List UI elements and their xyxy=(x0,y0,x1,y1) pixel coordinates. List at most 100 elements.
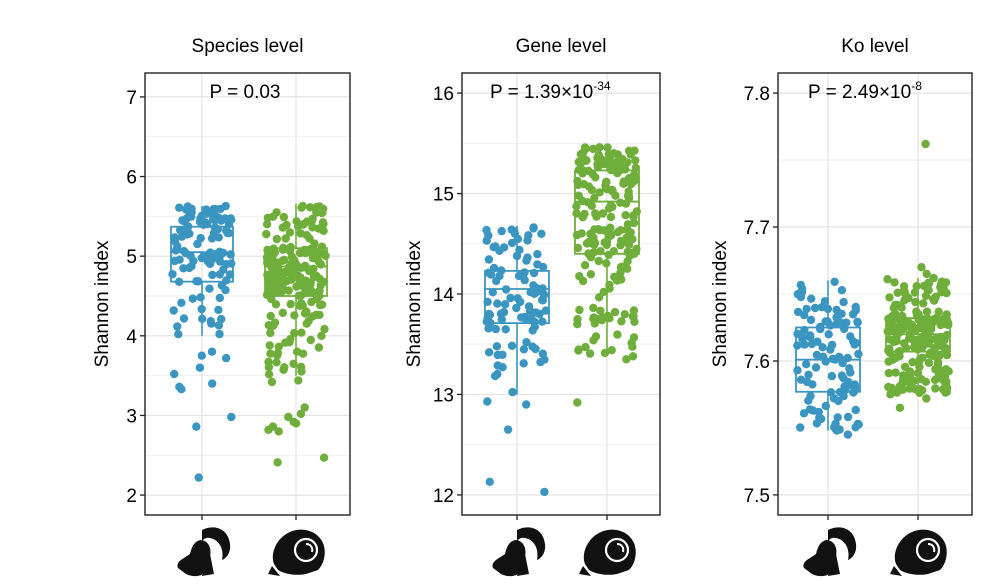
data-point xyxy=(507,341,517,350)
data-point xyxy=(619,179,628,188)
data-point xyxy=(603,143,612,152)
panel-2: Gene level Shannon index 12 13 14 15 16 P = 1.3… xyxy=(404,36,661,577)
data-point xyxy=(621,199,631,208)
data-point xyxy=(622,355,631,364)
data-point xyxy=(595,143,604,152)
data-point xyxy=(537,295,547,305)
data-point xyxy=(906,369,916,378)
data-point xyxy=(588,144,598,154)
series-group-1 xyxy=(793,277,863,439)
data-point xyxy=(944,367,953,376)
box-iqr xyxy=(484,269,550,325)
data-point xyxy=(802,360,811,369)
data-point xyxy=(610,307,620,317)
data-point xyxy=(493,350,502,360)
data-point xyxy=(914,310,923,319)
data-point xyxy=(281,234,290,243)
data-point xyxy=(573,176,582,186)
data-point xyxy=(607,346,616,355)
data-point xyxy=(796,375,806,384)
data-point xyxy=(800,325,809,335)
y-tick-label: 15 xyxy=(433,185,454,206)
data-point xyxy=(843,430,853,439)
data-point xyxy=(884,382,893,392)
data-point xyxy=(583,198,592,207)
data-point xyxy=(604,150,613,159)
y-tick-label: 14 xyxy=(433,285,455,306)
data-point xyxy=(216,204,225,214)
data-point xyxy=(286,299,295,309)
data-point xyxy=(623,257,632,266)
data-point xyxy=(818,343,827,352)
data-point xyxy=(843,412,853,422)
argali-ram-head-icon xyxy=(268,529,325,576)
data-point xyxy=(624,146,634,155)
y-tick-label: 7.8 xyxy=(744,84,770,105)
data-point xyxy=(529,268,539,278)
data-point xyxy=(910,288,920,297)
data-point xyxy=(581,342,590,352)
data-point xyxy=(900,339,909,348)
data-point xyxy=(215,293,224,303)
data-point xyxy=(284,286,293,295)
data-point xyxy=(576,150,585,159)
data-point xyxy=(522,338,531,347)
p-value-annotation: P = 1.39×10-34 xyxy=(490,79,611,103)
data-point xyxy=(262,220,272,229)
data-point xyxy=(893,288,902,297)
data-point xyxy=(184,222,193,231)
data-point xyxy=(618,155,627,164)
data-point xyxy=(905,384,914,393)
data-point xyxy=(611,158,620,167)
data-point xyxy=(818,352,828,361)
data-point xyxy=(194,473,203,482)
data-point xyxy=(208,379,217,388)
data-point xyxy=(319,219,328,229)
data-point xyxy=(942,310,951,319)
data-point xyxy=(296,409,306,419)
data-point xyxy=(309,264,318,273)
data-point xyxy=(524,231,533,240)
data-point xyxy=(226,250,235,259)
data-point xyxy=(601,238,610,248)
data-point xyxy=(897,303,906,312)
data-point xyxy=(521,314,530,324)
data-point xyxy=(279,212,289,222)
panel-title: Species level xyxy=(192,36,304,57)
data-point xyxy=(305,203,315,212)
data-point xyxy=(485,477,494,486)
y-tick-label: 2 xyxy=(126,486,137,507)
data-point xyxy=(892,333,901,342)
data-point xyxy=(262,229,271,239)
data-point xyxy=(806,391,815,401)
data-point xyxy=(269,321,278,330)
data-point xyxy=(577,158,586,167)
data-point xyxy=(848,310,858,319)
data-point xyxy=(586,270,596,279)
data-point xyxy=(589,303,598,313)
data-point xyxy=(590,193,599,203)
data-point xyxy=(833,413,842,422)
data-point xyxy=(596,306,605,315)
data-point xyxy=(176,225,185,235)
data-point xyxy=(598,209,607,218)
data-point xyxy=(306,280,315,289)
data-point xyxy=(572,202,581,211)
data-point xyxy=(177,232,186,241)
data-point xyxy=(510,227,519,236)
y-tick-label: 7.6 xyxy=(744,352,770,373)
y-axis-label: Shannon index xyxy=(92,240,113,367)
data-point xyxy=(523,253,532,262)
data-point xyxy=(484,268,493,277)
data-point xyxy=(315,291,324,301)
data-point xyxy=(296,362,306,372)
data-point xyxy=(174,277,184,286)
data-point xyxy=(308,288,317,297)
data-point xyxy=(852,339,861,348)
data-point xyxy=(493,369,502,379)
data-point xyxy=(810,303,820,313)
data-point xyxy=(183,202,192,211)
data-point xyxy=(580,143,590,152)
panel-title: Gene level xyxy=(516,36,607,57)
data-point xyxy=(187,208,196,217)
